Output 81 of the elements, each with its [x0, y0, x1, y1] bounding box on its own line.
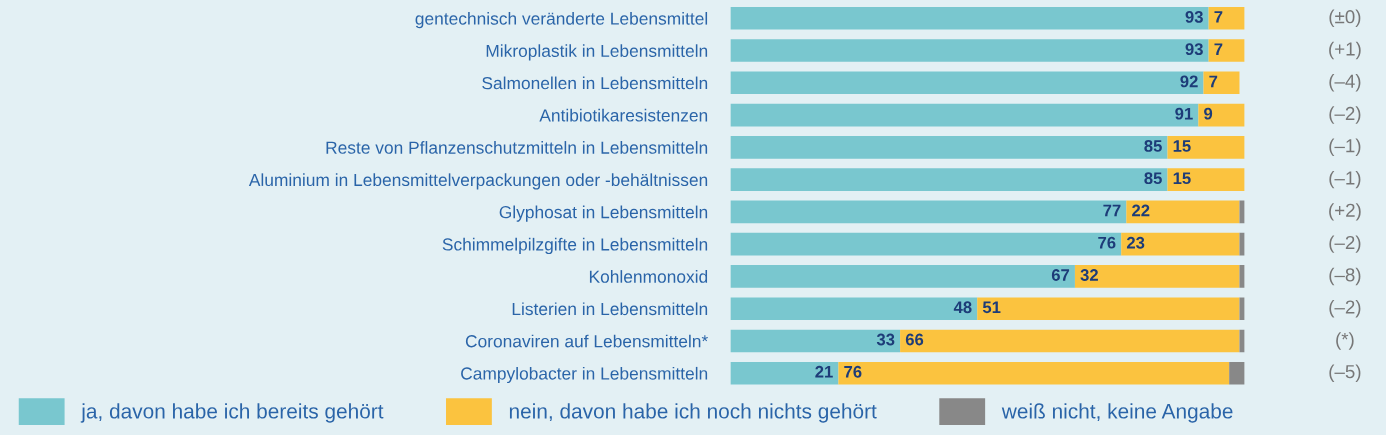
bar	[730, 136, 1168, 159]
data-label: 93	[1185, 10, 1203, 23]
data-label: 32	[1080, 269, 1098, 281]
y-tick-label: Reste von Pflanzenschutzmitteln in Lebensmitteln	[326, 141, 708, 154]
bar	[730, 71, 1204, 95]
text: (–5)	[1329, 364, 1361, 382]
data-label: 48	[953, 301, 972, 314]
bar	[730, 232, 1122, 256]
data-label: 7	[1209, 75, 1218, 88]
data-label: 85	[1144, 140, 1162, 152]
data-label: 22	[1132, 204, 1150, 217]
text: (*)	[1336, 332, 1354, 350]
y-tick-label: Mikroplastik in Lebensmitteln	[486, 44, 708, 61]
y-tick-label: Schimmelpilzgifte in Lebensmitteln	[442, 237, 708, 255]
bar	[1074, 265, 1240, 288]
bar	[1167, 168, 1245, 191]
bar	[1239, 329, 1245, 353]
bar	[730, 329, 901, 353]
text: (–2)	[1329, 235, 1361, 253]
legend-label: weiß nicht, keine Angabe	[1001, 403, 1233, 423]
data-label: 91	[1175, 107, 1193, 120]
data-label: 76	[1098, 236, 1116, 249]
text: (–2)	[1329, 106, 1361, 124]
data-label: 66	[905, 333, 924, 346]
data-label: 92	[1180, 75, 1198, 88]
bar	[838, 361, 1230, 385]
bar	[1239, 200, 1245, 224]
text: (–4)	[1329, 74, 1361, 92]
legend-label: ja, davon habe ich bereits gehört	[80, 403, 384, 423]
bar	[730, 39, 1209, 62]
data-label: 76	[844, 365, 862, 378]
bar	[1126, 200, 1240, 224]
bar	[1198, 103, 1245, 127]
data-label: 9	[1204, 107, 1213, 120]
bar	[977, 297, 1240, 320]
y-tick-label: Listerien in Lebensmitteln	[512, 302, 708, 316]
bar	[730, 168, 1168, 191]
data-label: 77	[1103, 204, 1121, 217]
bar	[1239, 297, 1245, 320]
bar	[1121, 232, 1240, 256]
bar	[1239, 232, 1245, 256]
bar	[730, 297, 978, 320]
bar	[730, 7, 1209, 30]
text: (+1)	[1329, 41, 1361, 60]
bar	[730, 200, 1127, 224]
data-label: 23	[1126, 236, 1145, 249]
data-label: 15	[1173, 172, 1191, 185]
bar	[1208, 39, 1245, 62]
data-label: 7	[1214, 43, 1223, 55]
bar	[1239, 265, 1245, 288]
bar	[900, 329, 1240, 353]
y-tick-label: Glyphosat in Lebensmitteln	[499, 205, 708, 222]
data-label: 21	[815, 365, 833, 378]
legend-label: nein, davon habe ich noch nichts gehört	[509, 403, 877, 423]
data-label: 93	[1185, 43, 1203, 56]
y-tick-label: Kohlenmonoxid	[589, 270, 708, 283]
text: (–1)	[1329, 170, 1361, 189]
y-tick-label: Campylobacter in Lebensmitteln	[461, 366, 708, 384]
y-tick-label: Salmonellen in Lebensmitteln	[482, 76, 708, 90]
bar	[730, 361, 839, 385]
data-label: 33	[876, 333, 895, 346]
data-label: 7	[1214, 11, 1223, 23]
bar	[730, 265, 1075, 288]
bar	[1229, 361, 1245, 385]
bar	[1167, 136, 1245, 159]
text: (+2)	[1329, 203, 1361, 221]
bar	[730, 103, 1199, 127]
data-label: 85	[1144, 172, 1162, 185]
data-label: 51	[982, 301, 1001, 314]
y-tick-label: Antibiotikaresistenzen	[539, 108, 708, 122]
text: (±0)	[1329, 9, 1361, 28]
y-tick-label: Coronaviren auf Lebensmitteln*	[465, 334, 708, 348]
data-label: 15	[1173, 140, 1191, 152]
text: (–8)	[1329, 267, 1361, 286]
bar	[1203, 71, 1240, 95]
text: (–1)	[1329, 138, 1361, 157]
y-tick-label: gentechnisch veränderte Lebensmittel	[415, 12, 708, 29]
data-label: 67	[1051, 269, 1070, 281]
bar	[1208, 7, 1245, 30]
y-tick-label: Aluminium in Lebensmittelverpackungen oder -behältnissen	[248, 173, 708, 190]
text: (–2)	[1329, 299, 1361, 318]
